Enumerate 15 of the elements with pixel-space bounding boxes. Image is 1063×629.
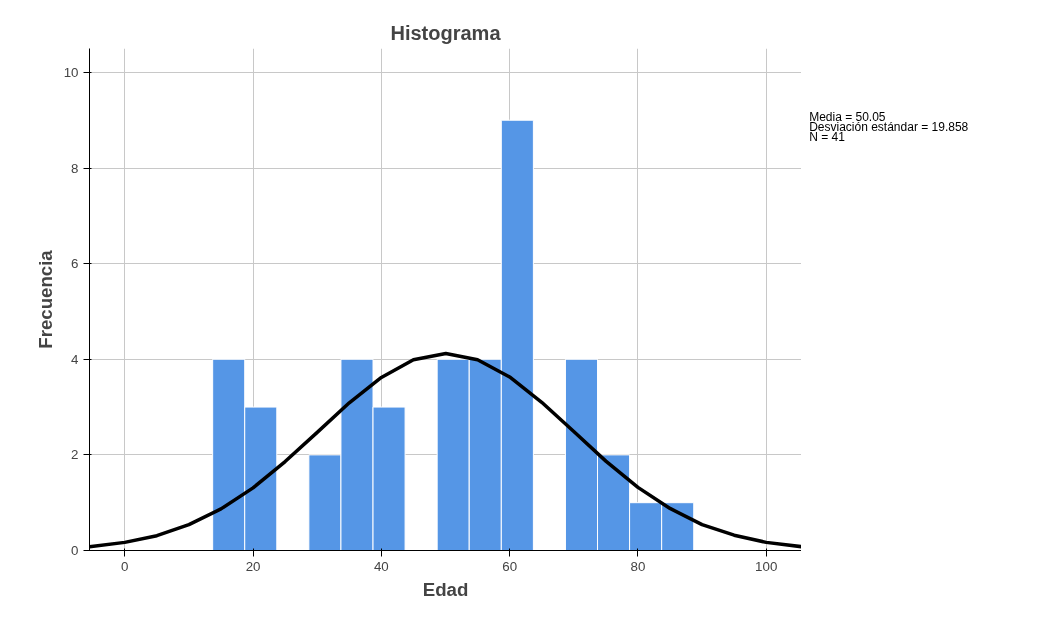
x-tick-label: 100 <box>755 558 778 574</box>
y-tick-label: 0 <box>71 543 79 558</box>
x-tick-label: 40 <box>373 558 389 574</box>
y-tick-label: 8 <box>71 160 79 176</box>
x-axis-title: Edad <box>422 578 469 600</box>
y-tick-label: 4 <box>71 351 80 367</box>
x-tick-label: 20 <box>245 558 261 574</box>
x-tick-label: 60 <box>502 558 518 574</box>
chart-title: Histograma <box>390 21 502 44</box>
x-tick-label: 0 <box>121 558 129 574</box>
y-tick-label: 10 <box>63 64 79 80</box>
x-tick-label: 80 <box>630 558 646 574</box>
y-tick-label: 2 <box>71 447 79 463</box>
y-axis-title: Frecuencia <box>34 249 56 349</box>
y-tick-label: 6 <box>71 256 79 272</box>
